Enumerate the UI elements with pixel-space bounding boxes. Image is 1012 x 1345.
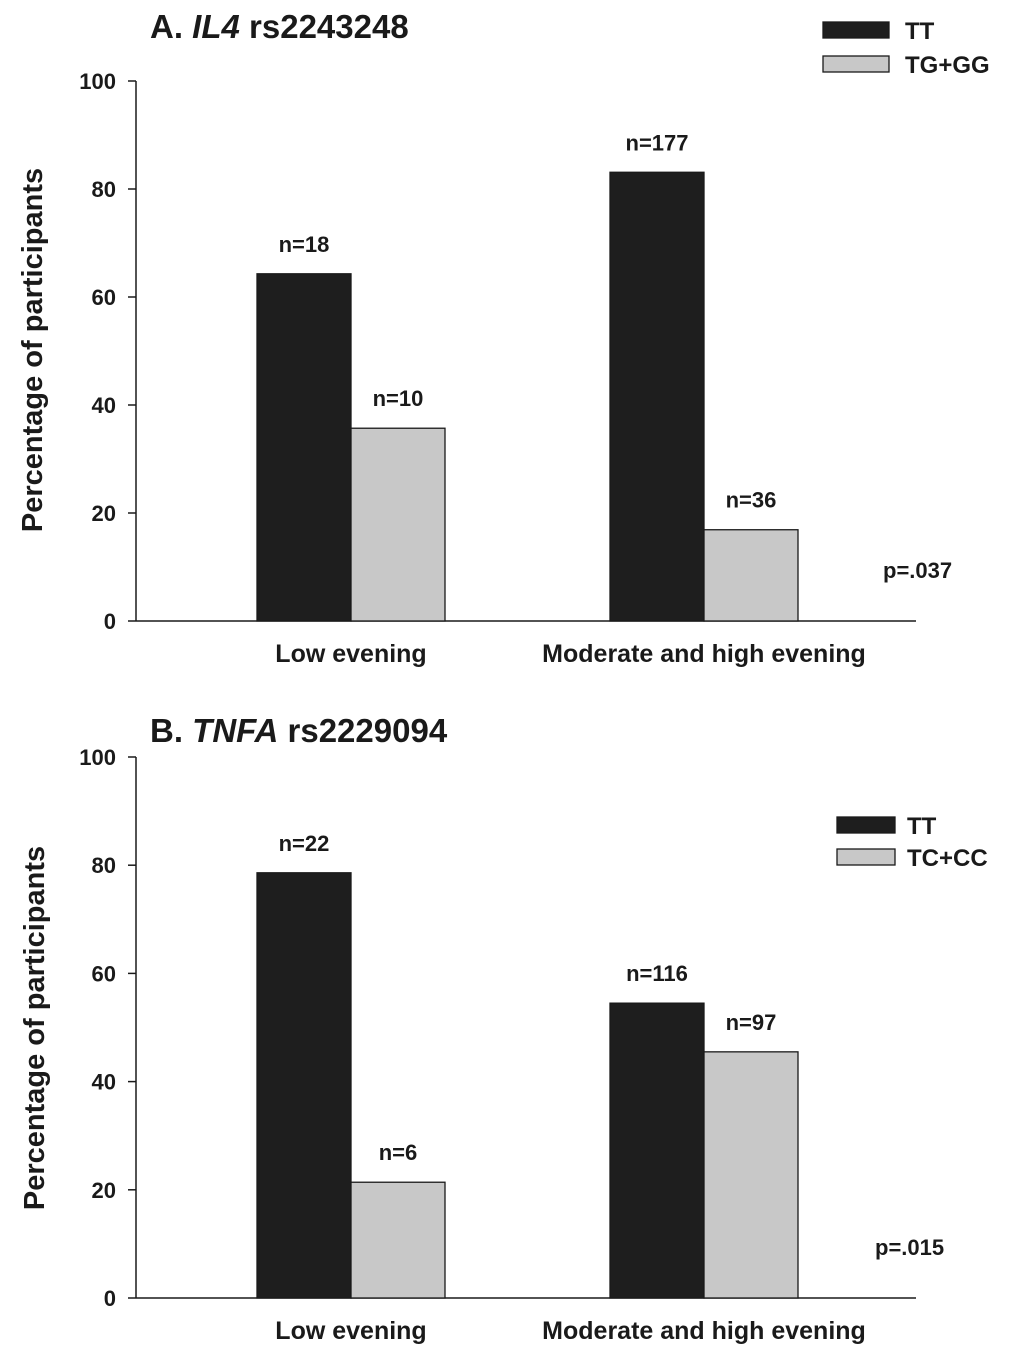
panel-b-legend-label: TC+CC: [907, 845, 988, 872]
panel-b-bar-tt-low: [256, 872, 352, 1299]
panel-a-legend-swatch: [822, 21, 890, 39]
panel-b-y-tick-label: 80: [92, 853, 116, 878]
panel-b-title-prefix: B.: [150, 712, 192, 749]
panel-b-data-label: n=116: [626, 961, 688, 986]
panel-b-data-label: n=6: [379, 1140, 418, 1165]
panel-b-bar-tc-cc-moderate-high: [703, 1051, 799, 1299]
panel-a-data-label: n=36: [726, 488, 777, 513]
panel-a-legend: TT TG+GG: [822, 18, 990, 79]
panel-a: A. IL4 rs2243248 Percentage of participa…: [17, 8, 990, 668]
panel-a-y-tick-label: 0: [104, 609, 116, 634]
panel-b-data-label: n=97: [726, 1010, 777, 1035]
panel-a-legend-swatch: [822, 55, 890, 73]
panel-a-y-tick-label: 40: [92, 393, 116, 418]
panel-a-title-gene: IL4: [192, 8, 240, 45]
panel-a-legend-label: TT: [905, 18, 935, 45]
panel-b-legend-swatch: [836, 816, 896, 834]
panel-a-title: A. IL4 rs2243248: [150, 8, 409, 45]
panel-a-legend-label: TG+GG: [905, 52, 990, 79]
panel-a-plot: 0 20 40 60 80 100 n=18 n=10 Low evening n=177 n=36…: [79, 18, 989, 668]
panel-a-bar-tg-gg-moderate-high: [703, 529, 799, 622]
panel-a-x-category-label: Moderate and high evening: [542, 640, 866, 668]
panel-b-legend-label: TT: [907, 813, 937, 840]
panel-a-bar-tt-low: [256, 273, 352, 622]
panel-a-title-prefix: A.: [150, 8, 192, 45]
panel-b-title-snp: rs2229094: [278, 712, 447, 749]
panel-b-x-category-label: Moderate and high evening: [542, 1317, 866, 1345]
panel-b-x-category-label: Low evening: [275, 1317, 426, 1345]
panel-a-p-value: p=.037: [883, 558, 952, 583]
panel-b-title-gene: TNFA: [192, 712, 278, 749]
panel-a-y-axis-label: Percentage of participants: [17, 168, 49, 532]
panel-b-data-label: n=22: [279, 831, 330, 856]
panel-b-title: B. TNFA rs2229094: [150, 712, 448, 749]
panel-b-y-tick-label: 100: [79, 745, 116, 770]
panel-b-p-value: p=.015: [875, 1235, 944, 1260]
panel-b-bar-tt-moderate-high: [609, 1002, 705, 1299]
panel-a-title-snp: rs2243248: [240, 8, 409, 45]
panel-a-y-tick-label: 80: [92, 177, 116, 202]
panel-b-y-axis-label: Percentage of participants: [19, 846, 51, 1210]
panel-b-plot: 0 20 40 60 80 100 n=22 n=6 Low evening n=116 n=97 M…: [79, 745, 987, 1345]
panel-b-y-tick-label: 20: [92, 1178, 116, 1203]
panel-a-x-category-label: Low evening: [275, 640, 426, 668]
panel-a-y-tick-label: 60: [92, 285, 116, 310]
panel-a-data-label: n=18: [279, 232, 330, 257]
panel-a-bar-tt-moderate-high: [609, 171, 705, 622]
panel-b-y-tick-label: 0: [104, 1286, 116, 1311]
panel-b-y-tick-label: 60: [92, 961, 116, 986]
panel-b-bar-tc-cc-low: [350, 1181, 446, 1299]
panel-b: B. TNFA rs2229094 Percentage of particip…: [19, 712, 988, 1345]
panel-a-bar-tg-gg-low: [350, 427, 446, 622]
panel-b-legend-swatch: [836, 848, 896, 866]
panel-a-data-label: n=10: [373, 386, 424, 411]
panel-b-y-tick-label: 40: [92, 1070, 116, 1095]
panel-a-y-tick-label: 100: [79, 69, 116, 94]
panel-a-y-tick-label: 20: [92, 501, 116, 526]
panel-a-data-label: n=177: [626, 130, 689, 155]
panel-b-legend: TT TC+CC: [836, 813, 988, 872]
